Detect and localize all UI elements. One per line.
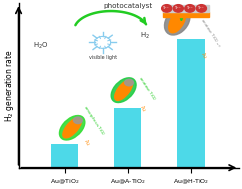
Ellipse shape <box>125 79 133 86</box>
Bar <box>177 39 204 168</box>
Circle shape <box>196 5 206 12</box>
Bar <box>163 5 209 12</box>
Text: H$_2$: H$_2$ <box>140 31 150 41</box>
Text: amorphous TiO$_2$: amorphous TiO$_2$ <box>81 103 106 137</box>
Text: H$_2$O: H$_2$O <box>33 40 49 51</box>
Y-axis label: H$_2$ generation rate: H$_2$ generation rate <box>3 49 16 122</box>
Text: Ti$^{4+}$: Ti$^{4+}$ <box>174 5 182 12</box>
Circle shape <box>173 5 183 12</box>
Ellipse shape <box>177 9 186 16</box>
Text: Au: Au <box>139 104 146 112</box>
Text: visible light: visible light <box>89 55 117 60</box>
Text: Ti$^{4+}$: Ti$^{4+}$ <box>186 5 194 12</box>
Ellipse shape <box>165 7 190 35</box>
Text: photocatalyst: photocatalyst <box>103 4 152 9</box>
Text: anatase TiO$_{2-x}$: anatase TiO$_{2-x}$ <box>198 17 223 50</box>
Ellipse shape <box>60 115 85 140</box>
Ellipse shape <box>115 80 133 100</box>
Text: Ti$^{4+}$: Ti$^{4+}$ <box>162 5 171 12</box>
Ellipse shape <box>111 78 136 103</box>
Text: Ti$^{4+}$: Ti$^{4+}$ <box>197 5 206 12</box>
Bar <box>163 12 209 17</box>
Circle shape <box>162 5 172 12</box>
Text: Au: Au <box>201 52 208 60</box>
Text: Au: Au <box>83 139 90 146</box>
Bar <box>114 108 142 168</box>
Bar <box>51 144 78 168</box>
Text: anatase TiO$_2$: anatase TiO$_2$ <box>136 75 158 103</box>
Ellipse shape <box>169 10 186 33</box>
Circle shape <box>95 36 111 48</box>
Circle shape <box>185 5 195 12</box>
Ellipse shape <box>74 117 82 124</box>
Ellipse shape <box>63 118 81 138</box>
